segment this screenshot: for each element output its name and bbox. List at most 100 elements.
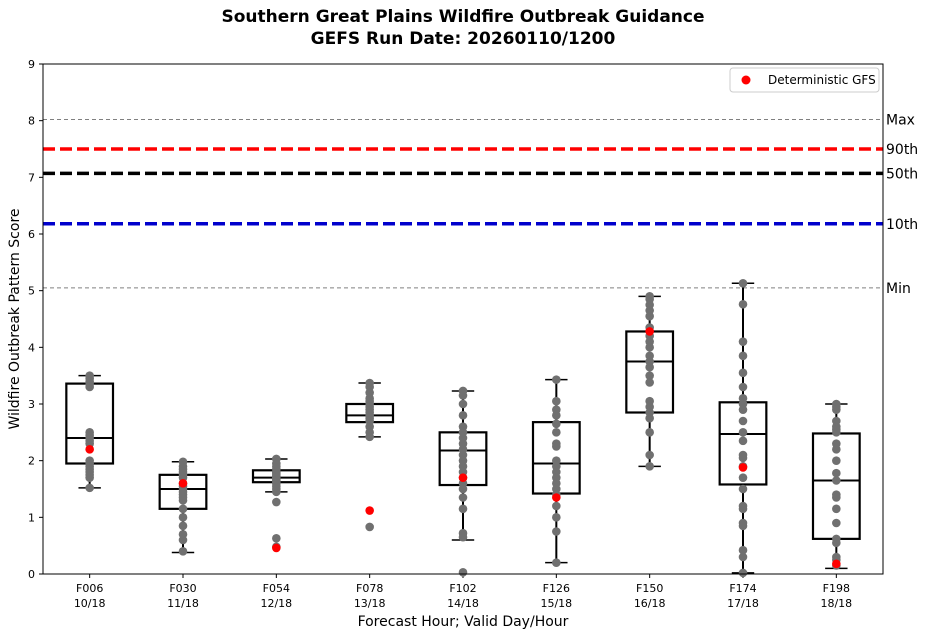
member-point bbox=[738, 545, 748, 555]
y-tick-label: 2 bbox=[28, 455, 35, 468]
reference-line-label: 90th bbox=[886, 142, 918, 158]
y-tick-label: 8 bbox=[28, 115, 35, 128]
member-point bbox=[458, 493, 468, 502]
deterministic-point bbox=[832, 559, 841, 569]
member-point bbox=[832, 405, 841, 414]
x-tick-label-valid: 10/18 bbox=[74, 597, 106, 610]
y-tick-label: 0 bbox=[28, 568, 35, 581]
member-point bbox=[738, 484, 748, 494]
member-point bbox=[738, 552, 748, 562]
member-point bbox=[178, 496, 188, 505]
y-tick-label: 9 bbox=[28, 58, 35, 71]
x-tick-label-valid: 16/18 bbox=[634, 597, 666, 610]
reference-line-label: Min bbox=[886, 281, 911, 297]
member-point bbox=[645, 311, 654, 321]
y-tick-label: 5 bbox=[28, 285, 35, 298]
member-point bbox=[738, 504, 748, 514]
x-tick-label-valid: 14/18 bbox=[447, 597, 479, 610]
member-point bbox=[645, 371, 654, 380]
member-point bbox=[832, 468, 841, 478]
member-point bbox=[272, 487, 281, 497]
x-tick-label-hour: F030 bbox=[169, 582, 196, 595]
member-point bbox=[738, 368, 748, 378]
member-point bbox=[458, 399, 468, 409]
member-point bbox=[552, 501, 561, 511]
member-point bbox=[85, 473, 94, 482]
member-point bbox=[458, 504, 468, 514]
legend-label: Deterministic GFS bbox=[768, 73, 876, 87]
x-tick-label-hour: F198 bbox=[823, 582, 850, 595]
x-tick-label-hour: F126 bbox=[543, 582, 570, 595]
member-point bbox=[832, 445, 841, 454]
deterministic-point bbox=[178, 479, 188, 488]
member-point bbox=[645, 362, 654, 372]
member-point bbox=[552, 396, 561, 406]
member-point bbox=[832, 456, 841, 465]
member-point bbox=[552, 428, 561, 437]
deterministic-point bbox=[365, 506, 374, 515]
x-axis-label: Forecast Hour; Valid Day/Hour bbox=[358, 614, 569, 630]
member-point bbox=[85, 483, 94, 493]
y-axis-label: Wildfire Outbreak Pattern Score bbox=[7, 208, 23, 429]
member-point bbox=[645, 428, 654, 437]
ensemble-members bbox=[85, 279, 841, 578]
y-tick-label: 3 bbox=[28, 398, 35, 411]
deterministic-point bbox=[85, 445, 94, 454]
member-point bbox=[832, 493, 841, 502]
reference-line-label: 50th bbox=[886, 166, 918, 182]
member-point bbox=[458, 484, 468, 494]
member-point bbox=[645, 462, 654, 471]
chart-subtitle: GEFS Run Date: 20260110/1200 bbox=[311, 29, 616, 49]
member-point bbox=[552, 375, 561, 384]
member-point bbox=[832, 518, 841, 528]
member-point bbox=[738, 436, 748, 446]
member-point bbox=[738, 279, 748, 288]
member-point bbox=[178, 521, 188, 531]
reference-lines: Max 90th 50th 10th Min bbox=[43, 113, 918, 297]
member-point bbox=[552, 527, 561, 536]
member-point bbox=[738, 453, 748, 463]
member-point bbox=[738, 521, 748, 531]
x-tick-label-hour: F054 bbox=[263, 582, 290, 595]
member-point bbox=[645, 450, 654, 460]
member-point bbox=[738, 428, 748, 437]
member-point bbox=[645, 343, 654, 352]
member-point bbox=[738, 351, 748, 361]
member-point bbox=[832, 476, 841, 485]
deterministic-point bbox=[458, 473, 468, 482]
x-tick-label-valid: 13/18 bbox=[354, 597, 386, 610]
deterministic-point bbox=[738, 463, 748, 472]
member-point bbox=[272, 534, 281, 543]
legend-box bbox=[729, 67, 880, 93]
member-point bbox=[738, 337, 748, 346]
x-tick-label-hour: F102 bbox=[449, 582, 476, 595]
member-point bbox=[365, 522, 374, 532]
y-tick-label: 6 bbox=[28, 228, 35, 241]
member-point bbox=[552, 419, 561, 429]
member-point bbox=[552, 442, 561, 451]
member-point bbox=[178, 547, 188, 556]
member-point bbox=[458, 532, 468, 542]
member-point bbox=[738, 416, 748, 426]
x-axis: F006 10/18 F030 11/18 F054 12/18 F078 13/18 F102… bbox=[74, 574, 852, 610]
x-tick-label-valid: 17/18 bbox=[727, 597, 759, 610]
x-tick-label-valid: 15/18 bbox=[540, 597, 572, 610]
member-point bbox=[645, 378, 654, 387]
reference-line-label: Max bbox=[886, 113, 915, 129]
member-point bbox=[552, 411, 561, 420]
member-point bbox=[85, 382, 94, 392]
member-point bbox=[272, 497, 281, 507]
legend: Deterministic GFS bbox=[729, 67, 880, 93]
member-point bbox=[738, 382, 748, 392]
reference-line-label: 10th bbox=[886, 217, 918, 233]
member-point bbox=[552, 558, 561, 567]
member-point bbox=[552, 513, 561, 522]
x-tick-label-hour: F150 bbox=[636, 582, 663, 595]
member-point bbox=[738, 299, 748, 309]
x-tick-label-valid: 18/18 bbox=[820, 597, 852, 610]
legend-marker bbox=[741, 75, 751, 85]
y-tick-label: 7 bbox=[28, 171, 35, 184]
member-point bbox=[458, 568, 468, 577]
y-axis: 0 1 2 3 4 5 6 7 8 9 bbox=[28, 58, 43, 581]
